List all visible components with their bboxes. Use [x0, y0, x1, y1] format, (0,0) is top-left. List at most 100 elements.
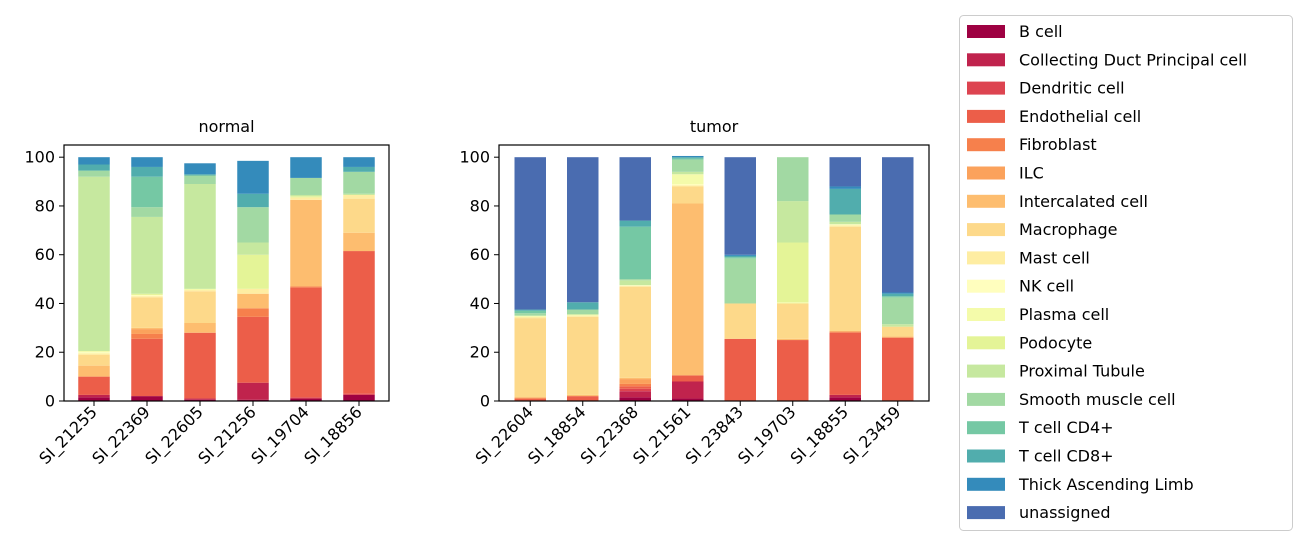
bar-segment — [514, 397, 546, 399]
legend-label: T cell CD4+ — [1018, 418, 1114, 437]
bar-segment — [343, 193, 375, 195]
x-tick-label: SI_23459 — [839, 402, 905, 468]
bar-segment — [237, 254, 269, 289]
bar-segment — [777, 302, 809, 304]
bar-segment — [343, 232, 375, 252]
bar-segment — [567, 302, 599, 310]
y-tick-label: 40 — [35, 294, 55, 313]
bar-segment — [514, 309, 546, 311]
bar-segment — [724, 157, 756, 255]
bar-segment — [343, 157, 375, 167]
bar-segment — [514, 315, 546, 317]
bar-segment — [78, 365, 110, 377]
bar-segment — [131, 157, 163, 167]
bar-segment — [777, 157, 809, 202]
bar-segment — [131, 338, 163, 397]
bar-segment — [829, 157, 861, 187]
chart-panel-normal: SI_21255SI_22369SI_22605SI_21256SI_19704… — [24, 117, 390, 469]
bar-segment — [829, 332, 861, 395]
bar-segment — [672, 381, 704, 399]
bar-segment — [672, 185, 704, 187]
bar-segment — [184, 290, 216, 292]
legend-swatch — [967, 392, 1005, 406]
bar-segment — [237, 382, 269, 400]
bar-segment — [78, 354, 110, 366]
bar-segment — [78, 351, 110, 353]
bar-segment — [78, 397, 110, 401]
legend-swatch — [967, 279, 1005, 293]
bar-segment — [343, 194, 375, 199]
bar-segment — [619, 286, 651, 378]
bar-segment — [882, 293, 914, 297]
bar-segment — [619, 220, 651, 227]
bar-segment — [882, 326, 914, 337]
bar-segment — [619, 391, 651, 398]
legend-label: Smooth muscle cell — [1019, 390, 1176, 409]
bar-segment — [290, 197, 322, 200]
bar-segment — [882, 157, 914, 293]
bar-segment — [777, 201, 809, 243]
bar-segment — [567, 315, 599, 317]
bar-segment — [829, 331, 861, 333]
bar-segment — [290, 177, 322, 195]
legend-label: Dendritic cell — [1019, 79, 1125, 98]
bar-segment — [672, 158, 704, 160]
bar-segment — [829, 221, 861, 225]
bar-segment — [777, 303, 809, 339]
y-tick-label: 0 — [480, 392, 490, 411]
bar-segment — [514, 310, 546, 314]
bar-segment — [619, 383, 651, 387]
bar-segment — [829, 186, 861, 189]
y-tick-label: 20 — [35, 343, 55, 362]
bar-segment — [184, 163, 216, 175]
bar-segment — [567, 309, 599, 315]
bar-segment — [290, 397, 322, 399]
bar-segment — [514, 157, 546, 310]
bar-segment — [777, 242, 809, 303]
bar-segment — [829, 394, 861, 398]
legend-swatch — [967, 308, 1005, 321]
bar-segment — [131, 166, 163, 177]
bar-segment — [78, 157, 110, 165]
legend-swatch — [967, 223, 1005, 237]
bar-segment — [290, 287, 322, 398]
legend-label: T cell CD8+ — [1018, 447, 1114, 466]
bar-segment — [237, 293, 269, 309]
bar-segment — [829, 188, 861, 215]
bar-segment — [619, 386, 651, 389]
bar-segment — [567, 394, 599, 397]
plot-frame — [498, 144, 930, 402]
bar-segment — [131, 293, 163, 295]
chart-title: tumor — [690, 117, 739, 136]
bar-segment — [343, 394, 375, 401]
legend-swatch — [967, 364, 1005, 378]
bar-segment — [567, 157, 599, 303]
legend-swatch — [967, 477, 1005, 491]
bar-segment — [619, 157, 651, 221]
legend-label: Macrophage — [1019, 220, 1118, 239]
legend-swatch — [967, 25, 1005, 38]
legend-label: NK cell — [1019, 277, 1074, 296]
bar-segment — [724, 257, 756, 259]
bar-segment — [131, 327, 163, 330]
bar-segment — [882, 292, 914, 294]
bar-segment — [619, 397, 651, 401]
y-tick-label: 40 — [470, 294, 490, 313]
bar-segment — [290, 194, 322, 197]
bar-segment — [237, 288, 269, 294]
bar-segment — [131, 294, 163, 297]
bar-segment — [184, 288, 216, 291]
bar-segment — [131, 216, 163, 294]
legend-label: Podocyte — [1019, 333, 1092, 352]
bar-segment — [184, 184, 216, 289]
legend-swatch — [967, 109, 1005, 123]
legend: B cell Collecting Duct Principal cell Dend… — [959, 15, 1293, 531]
bar-segment — [184, 332, 216, 399]
bar-segment — [777, 338, 809, 341]
legend-label: unassigned — [1019, 503, 1111, 522]
legend-label: Mast cell — [1019, 248, 1090, 267]
bar-segment — [724, 303, 756, 339]
bar-segment — [131, 333, 163, 339]
bar-segment — [131, 396, 163, 401]
